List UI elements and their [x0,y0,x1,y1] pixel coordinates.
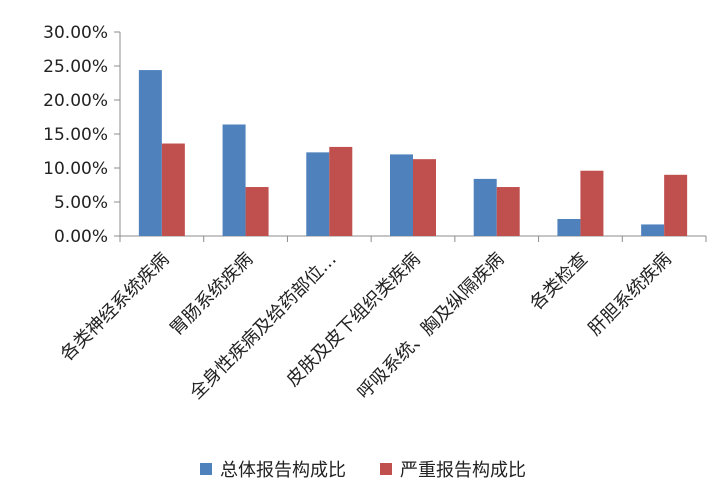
category-label: 呼吸系统、胸及纵隔疾病 [353,249,508,404]
legend-label-series-2: 严重报告构成比 [400,460,526,481]
bar-series-1 [306,152,330,236]
y-tick-label: 0.00% [54,227,108,247]
legend-swatch-series-1 [200,463,212,475]
y-axis: 0.00% 5.00% 10.00% 15.00% 20.00% 25.00% 30.00% [43,23,121,247]
bar-series-2 [664,174,688,236]
y-tick-label: 20.00% [43,91,108,111]
x-axis [119,235,707,242]
bar-series-1 [557,219,581,236]
bar-series-2 [161,143,185,236]
bar-series-2 [245,187,269,236]
category-label: 各类神经系统疾病 [57,249,174,366]
legend-label-series-1: 总体报告构成比 [220,460,346,481]
bars [138,70,688,236]
y-tick-label: 15.00% [43,125,108,145]
y-tick-label: 5.00% [54,193,108,213]
y-tick-label: 25.00% [43,57,108,77]
bar-series-2 [329,146,353,236]
legend-swatch-series-2 [380,463,392,475]
legend: 总体报告构成比 严重报告构成比 [0,456,726,482]
y-tick-label: 30.00% [43,23,108,43]
bar-series-1 [222,124,246,236]
category-label: 肝胆系统疾病 [584,249,675,340]
legend-item-series-1: 总体报告构成比 [200,456,346,482]
category-label: 胃肠系统疾病 [166,249,257,340]
category-label: 各类检查 [526,249,592,315]
bar-series-1 [473,178,497,236]
bar-series-2 [413,159,436,236]
bar-series-2 [580,170,604,236]
category-labels: 各类神经系统疾病胃肠系统疾病全身性疾病及给药部位…皮肤及皮下组织类疾病呼吸系统、… [57,249,676,404]
category-label: 全身性疾病及给药部位… [186,249,341,404]
y-tick-label: 10.00% [43,159,108,179]
legend-item-series-2: 严重报告构成比 [380,456,526,482]
bar-series-1 [390,154,413,236]
bar-series-2 [496,187,520,236]
bar-series-1 [641,224,665,236]
bar-series-1 [138,70,162,236]
